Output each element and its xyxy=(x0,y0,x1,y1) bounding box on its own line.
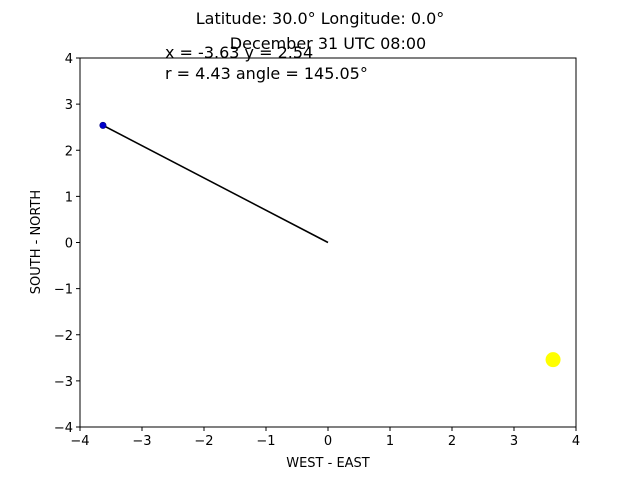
x-tick-label: 4 xyxy=(572,434,580,449)
y-tick-label: 3 xyxy=(65,98,73,113)
sun-marker xyxy=(545,352,561,368)
y-axis-label: SOUTH - NORTH xyxy=(29,190,44,294)
y-tick-label: 0 xyxy=(65,237,73,252)
y-tick-label: 1 xyxy=(65,190,73,205)
chart-title: Latitude: 30.0° Longitude: 0.0° xyxy=(196,9,445,28)
shadow-line xyxy=(102,124,329,244)
x-tick-label: 3 xyxy=(510,434,518,449)
x-tick-label: 2 xyxy=(448,434,456,449)
y-axis-ticks: −4 −3 −2 −1 0 1 2 3 4 xyxy=(54,52,80,436)
x-axis-label: WEST - EAST xyxy=(286,456,370,471)
y-tick-label: 4 xyxy=(65,52,73,67)
y-tick-label: −1 xyxy=(54,283,73,298)
x-tick-label: −3 xyxy=(132,434,151,449)
shadow-tip-point xyxy=(99,121,107,129)
chart-marks xyxy=(99,121,561,368)
x-tick-label: −1 xyxy=(256,434,275,449)
x-tick-label: −2 xyxy=(194,434,213,449)
annotation-r-angle: r = 4.43 angle = 145.05° xyxy=(165,64,368,83)
y-tick-label: −4 xyxy=(54,421,73,436)
annotation-xy: x = -3.63 y = 2.54 xyxy=(165,43,313,62)
y-tick-label: −3 xyxy=(54,375,73,390)
y-tick-label: −2 xyxy=(54,329,73,344)
x-axis-ticks: −4 −3 −2 −1 0 1 2 3 4 xyxy=(70,427,580,449)
x-tick-label: 1 xyxy=(386,434,394,449)
x-tick-label: −4 xyxy=(70,434,89,449)
chart-subtitle: December 31 UTC 08:00 xyxy=(230,34,426,53)
y-tick-label: 2 xyxy=(65,144,73,159)
x-tick-label: 0 xyxy=(324,434,332,449)
